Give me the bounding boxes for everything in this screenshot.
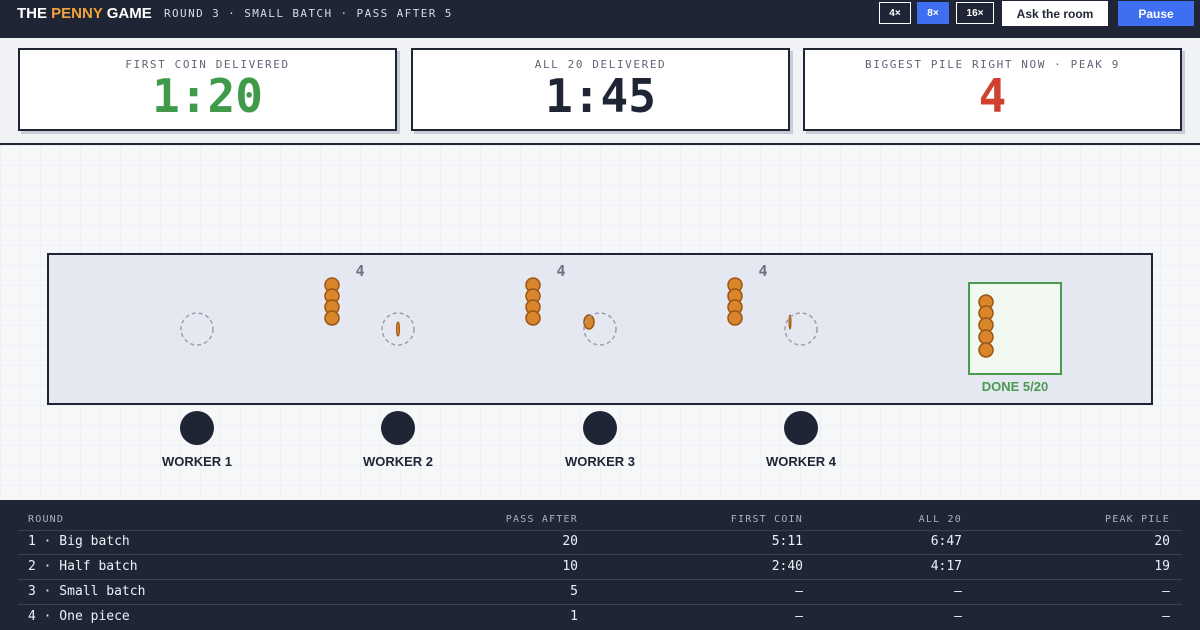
table-cell: — — [1162, 609, 1170, 624]
top-bar: THE PENNY GAME ROUND 3 · SMALL BATCH · P… — [0, 0, 1200, 38]
worker — [180, 411, 214, 445]
pile-count: 4 — [556, 262, 565, 280]
stats-panel: FIRST COIN DELIVERED 1:20 ALL 20 DELIVERED… — [0, 38, 1200, 145]
stat-label: BIGGEST PILE RIGHT NOW · PEAK 9 — [865, 58, 1120, 71]
column-header: PEAK PILE — [1105, 514, 1170, 525]
stat-value: 4 — [978, 69, 1007, 123]
workstation — [583, 312, 617, 346]
column-header: PASS AFTER — [505, 514, 578, 525]
workstation — [381, 312, 415, 346]
table-cell: 5 — [570, 584, 578, 599]
coin-pile — [525, 277, 541, 326]
factory-floor: DONE 5/20 WORKER 1 WORKER 2 WORKER 3 WORKER… — [0, 145, 1200, 500]
results-table: ROUND PASS AFTER FIRST COIN ALL 20 PEAK PILE… — [0, 500, 1200, 630]
brand: THE PENNY GAME — [17, 5, 152, 23]
coin — [727, 310, 743, 326]
column-header: ROUND — [28, 514, 65, 525]
stat-label: FIRST COIN DELIVERED — [125, 58, 290, 71]
column-header: ALL 20 — [918, 514, 962, 525]
worker — [381, 411, 415, 445]
table-cell: 10 — [562, 559, 578, 574]
table-cell: 1 — [570, 609, 578, 624]
stat-value: 1:45 — [545, 69, 656, 123]
done-coins — [978, 294, 994, 358]
table-cell: 4 · One piece — [28, 609, 130, 624]
table-cell: 4:17 — [930, 559, 962, 574]
round-subtitle: ROUND 3 · SMALL BATCH · PASS AFTER 5 — [164, 7, 453, 20]
stat-card: FIRST COIN DELIVERED 1:20 — [18, 48, 397, 131]
action-button[interactable]: Ask the room — [1002, 1, 1108, 26]
stat-value: 1:20 — [152, 69, 263, 123]
brand-word: GAME — [106, 5, 152, 22]
table-cell: 2 · Half batch — [28, 559, 138, 574]
table-cell: — — [795, 584, 803, 599]
brand-word: PENNY — [51, 5, 103, 22]
stat-label: ALL 20 DELIVERED — [534, 58, 667, 71]
speed-button[interactable]: 4× — [879, 2, 911, 24]
table-cell: 5:11 — [771, 534, 803, 549]
coin-pile — [727, 277, 743, 326]
table-cell: — — [795, 609, 803, 624]
table-cell: 6:47 — [930, 534, 962, 549]
table-cell: — — [954, 584, 962, 599]
table-cell: 20 — [1154, 534, 1170, 549]
done-label: DONE 5/20 — [982, 379, 1048, 394]
coins-in-transit — [396, 314, 792, 337]
row-separator — [18, 554, 1182, 555]
table-cell: 19 — [1154, 559, 1170, 574]
table-cell: — — [1162, 584, 1170, 599]
coin — [525, 310, 541, 326]
table-cell: 3 · Small batch — [28, 584, 146, 599]
brand-word: THE — [17, 5, 47, 22]
row-separator — [18, 530, 1182, 531]
worker-label: WORKER 4 — [766, 454, 837, 469]
row-separator — [18, 579, 1182, 580]
column-header: FIRST COIN — [730, 514, 803, 525]
worker — [784, 411, 818, 445]
worker — [583, 411, 617, 445]
worker-label: WORKER 2 — [363, 454, 433, 469]
speed-button[interactable]: 16× — [956, 2, 994, 24]
table-cell: — — [954, 609, 962, 624]
table-cell: 20 — [562, 534, 578, 549]
workstation — [180, 312, 214, 346]
pile-count: 4 — [355, 262, 364, 280]
workstation — [784, 312, 818, 346]
table-cell: 1 · Big batch — [28, 534, 130, 549]
worker-label: WORKER 1 — [162, 454, 232, 469]
row-separator — [18, 604, 1182, 605]
stat-card: ALL 20 DELIVERED 1:45 — [411, 48, 790, 131]
action-button[interactable]: Pause — [1118, 1, 1194, 26]
coin — [324, 310, 340, 326]
speed-button[interactable]: 8× — [917, 2, 949, 24]
table-cell: 2:40 — [771, 559, 803, 574]
coin-pile — [324, 277, 340, 326]
pile-count: 4 — [758, 262, 767, 280]
worker-label: WORKER 3 — [565, 454, 635, 469]
